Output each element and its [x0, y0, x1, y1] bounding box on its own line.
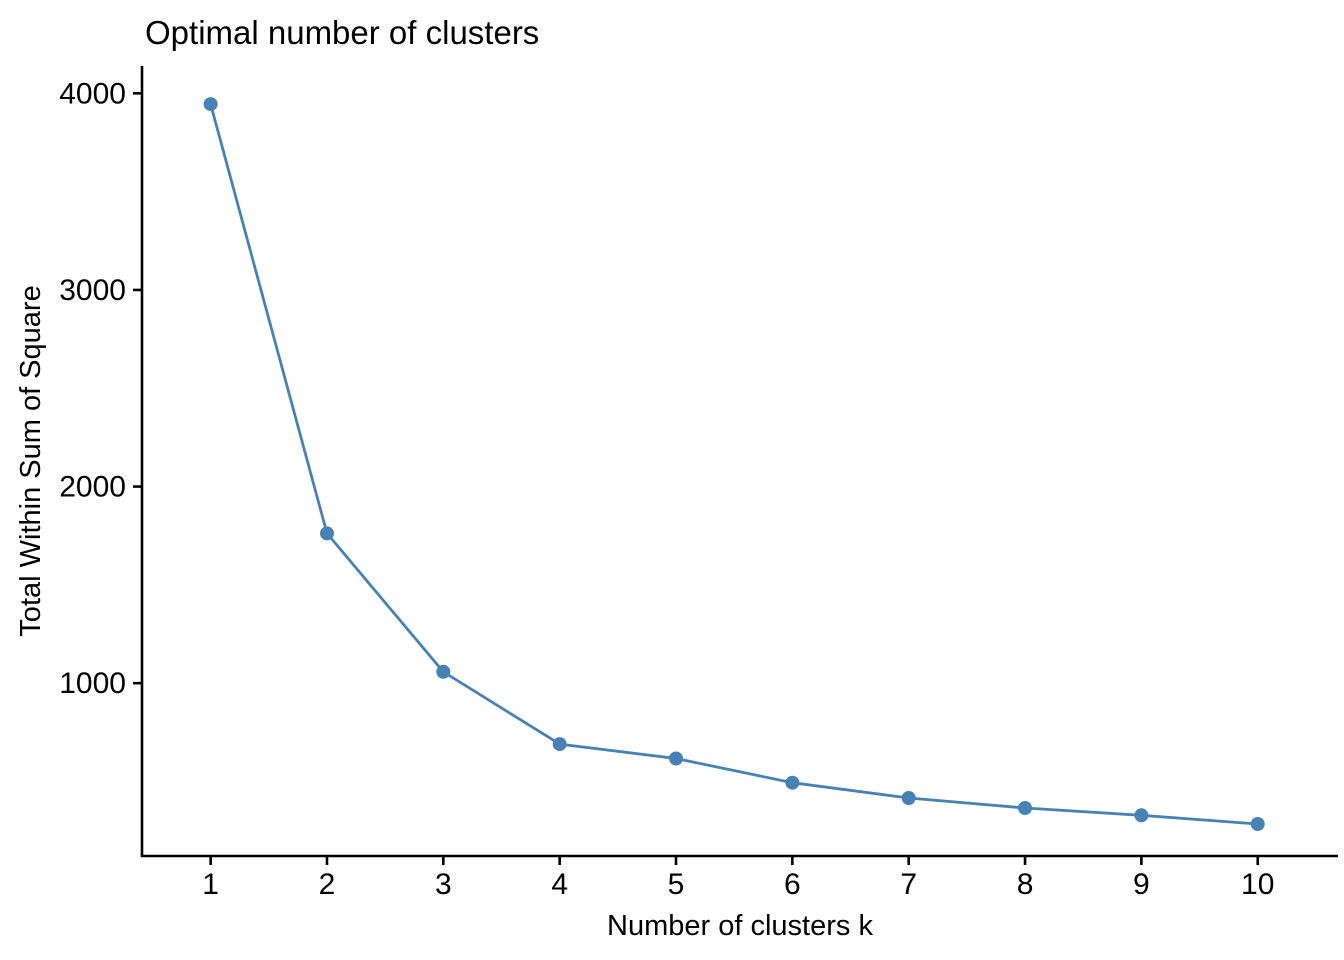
data-point-k-1 — [203, 97, 218, 112]
data-point-k-6 — [785, 775, 800, 790]
wss-line-series — [203, 97, 1265, 831]
y-tick-label-4000: 4000 — [59, 77, 126, 110]
data-point-k-3 — [436, 664, 451, 679]
y-tick-label-3000: 3000 — [59, 274, 126, 307]
y-tick-label-1000: 1000 — [59, 667, 126, 700]
x-tick-label-6: 6 — [784, 868, 801, 901]
data-point-k-10 — [1250, 817, 1265, 831]
x-tick-label-3: 3 — [435, 868, 452, 901]
x-tick-label-1: 1 — [202, 868, 219, 901]
y-tick-label-2000: 2000 — [59, 471, 126, 504]
x-tick-label-5: 5 — [668, 868, 685, 901]
x-tick-label-2: 2 — [319, 868, 336, 901]
data-point-k-7 — [901, 791, 916, 805]
x-tick-label-10: 10 — [1241, 868, 1274, 901]
x-tick-label-9: 9 — [1133, 868, 1150, 901]
y-axis-label: Total Within Sum of Square — [15, 285, 47, 636]
axes: 4000 3000 2000 1000 1 2 3 4 5 6 7 8 9 10 — [59, 66, 1338, 901]
data-point-k-8 — [1018, 801, 1032, 815]
x-tick-label-8: 8 — [1017, 868, 1034, 901]
data-point-k-5 — [669, 751, 683, 766]
series-line — [209, 103, 1258, 826]
x-axis-label: Number of clusters k — [607, 910, 873, 942]
chart-title: Optimal number of clusters — [145, 14, 539, 51]
data-point-k-2 — [320, 526, 334, 541]
x-tick-label-4: 4 — [551, 868, 568, 901]
data-point-k-4 — [552, 737, 567, 752]
x-tick-label-7: 7 — [900, 868, 917, 901]
data-point-k-9 — [1134, 808, 1149, 823]
